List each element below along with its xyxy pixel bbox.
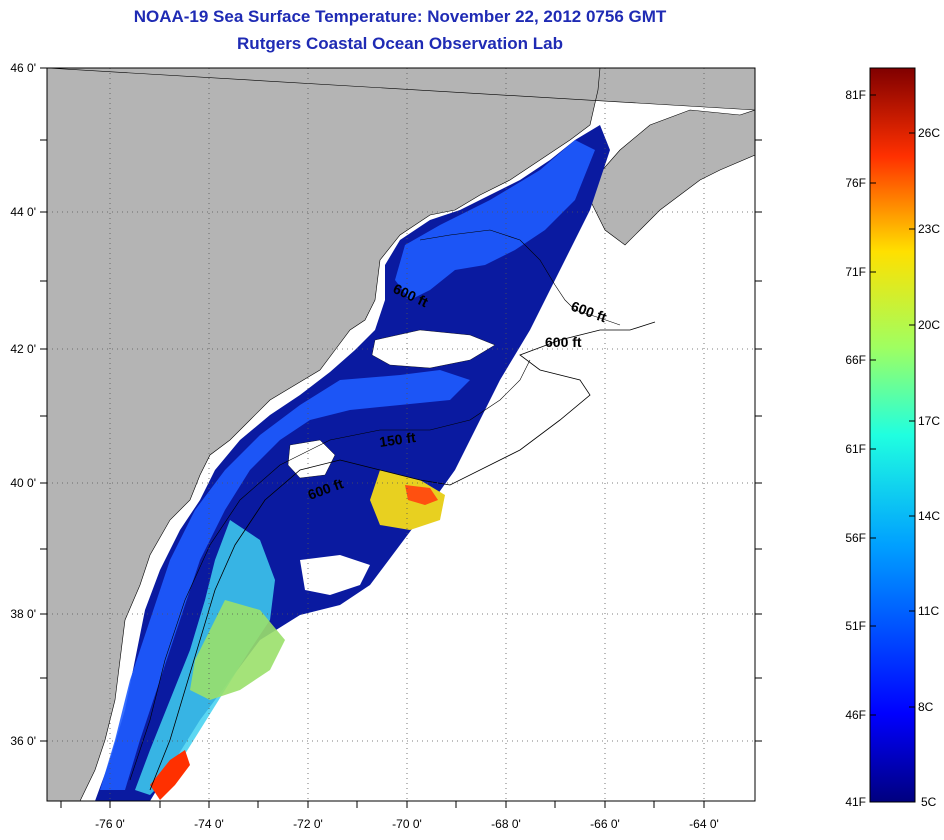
contour-label: 600 ft (545, 334, 582, 350)
sst-hot-south (150, 750, 190, 800)
colorbar-c-label: 11C (918, 604, 939, 618)
sst-swath-cool (100, 140, 595, 790)
lat-label: 46 0' (10, 61, 36, 75)
bathymetry-contour-600ft (149, 321, 656, 791)
colorbar-f-label: 51F (845, 619, 866, 633)
chart-title: NOAA-19 Sea Surface Temperature: Novembe… (133, 7, 667, 26)
bathymetry-contour-150ft (129, 359, 531, 781)
colorbar-c-label: 8C (918, 700, 934, 714)
lon-label: -66 0' (590, 817, 620, 831)
lat-label: 36 0' (10, 734, 36, 748)
contour-label: 150 ft (378, 429, 417, 450)
lat-label: 44 0' (10, 205, 36, 219)
chart-subtitle: Rutgers Coastal Ocean Observation Lab (237, 34, 563, 53)
land-mass (47, 68, 755, 801)
cloud-gap-1 (287, 439, 336, 479)
colorbar-c-label: 20C (918, 318, 940, 332)
cloud-gap-3 (300, 555, 370, 595)
cloud-gap-2 (371, 329, 496, 369)
sst-swath-warm-green (190, 600, 285, 700)
map-ticks (40, 67, 762, 808)
colorbar-c-label: 14C (918, 509, 940, 523)
lat-label: 42 0' (10, 342, 36, 356)
map-area (47, 68, 755, 801)
colorbar-f-label: 61F (845, 442, 866, 456)
lon-label: -64 0' (689, 817, 719, 831)
colorbar-c-label: 5C (921, 795, 937, 809)
colorbar-f-label: 56F (845, 531, 866, 545)
sst-warm-eddy (370, 470, 445, 530)
lon-label: -76 0' (95, 817, 125, 831)
colorbar-c-label: 26C (918, 126, 940, 140)
lat-label: 40 0' (10, 476, 36, 490)
colorbar-f-label: 46F (845, 708, 866, 722)
colorbar-f-label: 76F (845, 176, 866, 190)
lat-label: 38 0' (10, 607, 36, 621)
colorbar: 81F 76F 71F 66F 61F 56F 51F 46F 41F 26C … (845, 67, 940, 809)
colorbar-f-label: 66F (845, 353, 866, 367)
map-grid (47, 68, 755, 801)
map-frame (46, 67, 756, 802)
colorbar-f-label: 71F (845, 265, 866, 279)
lon-label: -68 0' (491, 817, 521, 831)
lon-label: -72 0' (293, 817, 323, 831)
colorbar-f-label: 41F (845, 795, 866, 809)
bathymetry-contour-gom (419, 229, 621, 326)
colorbar-c-label: 17C (918, 414, 940, 428)
colorbar-gradient (869, 67, 916, 803)
colorbar-f-label: 81F (845, 88, 866, 102)
sst-hot-eddy (405, 485, 438, 505)
colorbar-c-label: 23C (918, 222, 940, 236)
lon-label: -74 0' (194, 817, 224, 831)
lon-label: -70 0' (392, 817, 422, 831)
